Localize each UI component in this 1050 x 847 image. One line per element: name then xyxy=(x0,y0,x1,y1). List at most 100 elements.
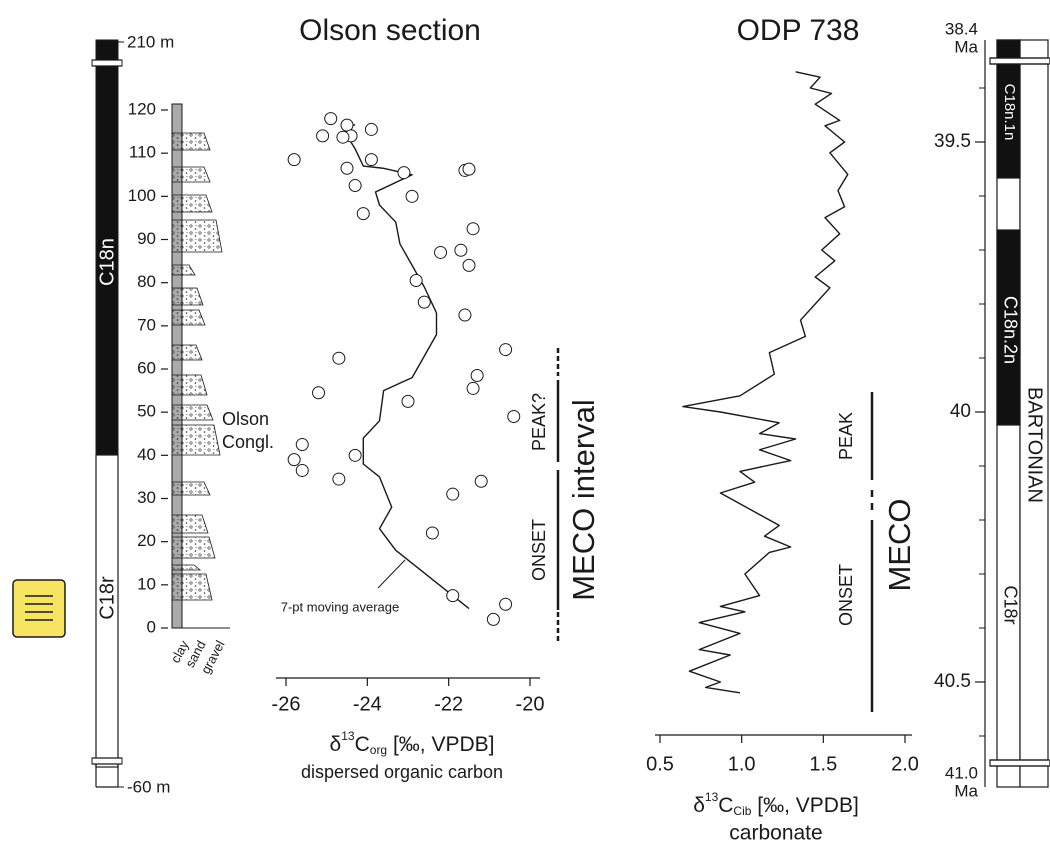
lithology-bed xyxy=(171,536,216,559)
data-point xyxy=(364,153,378,167)
lithology-bed xyxy=(171,219,223,253)
data-point xyxy=(340,161,354,175)
x-axis-title: δ13Corg [‰, VPDB] xyxy=(330,729,495,757)
y-tick-label: 40.5 xyxy=(934,671,971,692)
data-point xyxy=(348,448,362,462)
data-point xyxy=(401,394,415,408)
y-tick-label: 50 xyxy=(137,402,156,421)
lithology-bed xyxy=(171,374,208,396)
chron-label: C18r xyxy=(96,576,118,620)
x-tick-label: -26 xyxy=(272,693,301,715)
lithology-unit: Congl. xyxy=(222,432,274,452)
data-point xyxy=(462,162,476,176)
x-tick-label: 0.5 xyxy=(646,753,674,775)
y-tick-label: 80 xyxy=(137,272,156,291)
data-point xyxy=(332,351,346,365)
x-axis-title-part: δ xyxy=(693,794,705,817)
data-point xyxy=(295,438,309,452)
x-axis-title-part: [‰, VPDB] xyxy=(387,733,494,756)
menu-icon[interactable] xyxy=(12,579,66,638)
data-point xyxy=(405,189,419,203)
axis-end-label: Ma xyxy=(954,37,978,56)
data-point xyxy=(397,166,411,180)
lithology-bed xyxy=(171,573,213,601)
data-point xyxy=(458,308,472,322)
lithology-bed xyxy=(171,404,214,421)
chart-title: Olson section xyxy=(299,14,481,47)
data-point xyxy=(507,409,521,423)
meco-label: MECO xyxy=(882,499,917,592)
x-axis-title-part: δ xyxy=(330,733,342,756)
y-tick-label: 40 xyxy=(137,445,156,464)
moving-average-line xyxy=(346,124,470,610)
data-point xyxy=(470,368,484,382)
lithology-column xyxy=(171,103,230,629)
y-tick-label: 20 xyxy=(137,531,156,550)
y-tick-label: 70 xyxy=(137,315,156,334)
stage-label: BARTONIAN xyxy=(1024,387,1046,503)
lithology-bed xyxy=(171,344,203,361)
y-tick-label: 10 xyxy=(137,574,156,593)
annotation: 7-pt moving average xyxy=(281,599,400,614)
chron-label: C18n.1n xyxy=(1001,84,1018,141)
x-axis-title-part: C xyxy=(718,794,733,817)
chron-label: C18r xyxy=(1000,585,1020,624)
data-point xyxy=(312,386,326,400)
data-point xyxy=(425,526,439,540)
x-axis-title-part: C xyxy=(355,733,370,756)
lithology-bed xyxy=(171,132,211,151)
lithology-bed xyxy=(171,564,202,571)
chron-label: C18n.2n xyxy=(1000,296,1020,364)
y-tick-label: 30 xyxy=(137,488,156,507)
x-axis-title-part: [‰, VPDB] xyxy=(751,794,858,817)
x-axis-title-part: 13 xyxy=(341,729,355,743)
data-point xyxy=(336,130,350,144)
lithology-bed xyxy=(171,309,206,326)
data-point xyxy=(454,243,468,257)
data-line xyxy=(682,71,849,694)
y-tick-label: 90 xyxy=(137,229,156,248)
axis-end-label: 41.0 xyxy=(945,763,978,782)
lithology-bed xyxy=(171,424,221,456)
data-point xyxy=(409,274,423,288)
x-axis-title-part: 13 xyxy=(705,790,719,804)
x-tick-label: 2.0 xyxy=(891,753,919,775)
x-axis-subtitle: dispersed organic carbon xyxy=(301,762,503,782)
x-tick-label: -22 xyxy=(434,693,463,715)
data-point xyxy=(474,474,488,488)
data-point xyxy=(340,118,354,132)
data-point xyxy=(462,258,476,272)
meco-label: ONSET xyxy=(529,519,549,581)
x-axis-title: δ13CCib [‰, VPDB] xyxy=(693,790,859,818)
lithology-bed xyxy=(171,481,211,496)
mag-top-label: 210 m xyxy=(127,32,174,51)
y-tick-label: 100 xyxy=(128,186,156,205)
data-point xyxy=(499,597,513,611)
mag-column-left xyxy=(91,39,124,788)
y-tick-label: 0 xyxy=(147,617,156,636)
y-tick-label: 40 xyxy=(950,401,971,422)
data-point xyxy=(446,589,460,603)
data-point xyxy=(348,179,362,193)
meco-label: PEAK xyxy=(836,412,856,460)
data-point xyxy=(364,122,378,136)
lithology-bed xyxy=(171,264,196,276)
lithology-bed xyxy=(171,194,213,213)
data-point xyxy=(446,487,460,501)
meco-label: ONSET xyxy=(836,564,856,626)
data-point xyxy=(324,112,338,126)
chron-label: C18n xyxy=(96,238,118,286)
data-point xyxy=(466,381,480,395)
data-point xyxy=(356,207,370,221)
data-point xyxy=(287,153,301,167)
lithology-bed xyxy=(171,166,211,183)
x-tick-label: -20 xyxy=(516,693,545,715)
lithology-unit: Olson xyxy=(222,409,269,429)
x-axis-title-part: org xyxy=(370,743,387,757)
data-point xyxy=(332,472,346,486)
mag-column-right xyxy=(989,39,1050,788)
data-point xyxy=(466,222,480,236)
mag-bottom-label: -60 m xyxy=(127,777,170,796)
axis-end-label: Ma xyxy=(954,781,978,800)
